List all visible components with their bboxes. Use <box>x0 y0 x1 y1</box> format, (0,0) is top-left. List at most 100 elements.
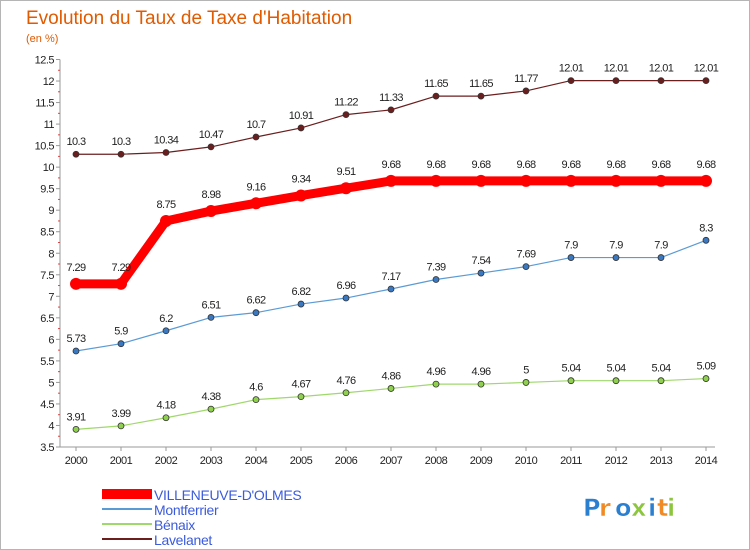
data-label: 12.01 <box>559 63 584 75</box>
data-label: 6.51 <box>201 299 220 311</box>
data-point <box>477 380 485 388</box>
data-point <box>702 236 710 244</box>
y-tick-label: 8.5 <box>40 227 54 239</box>
data-label: 3.99 <box>111 408 130 420</box>
data-point <box>72 150 80 158</box>
data-label: 4.67 <box>291 379 310 391</box>
data-point <box>250 197 262 210</box>
y-tick-label: 12.5 <box>35 55 55 67</box>
data-label: 6.62 <box>246 295 265 307</box>
data-label: 7.69 <box>516 249 535 261</box>
x-tick-label: 2001 <box>110 455 133 467</box>
y-tick-label: 11 <box>44 119 55 131</box>
x-tick-label: 2008 <box>425 455 448 467</box>
data-label: 7.39 <box>426 262 445 274</box>
x-tick-label: 2011 <box>560 455 582 467</box>
y-tick-label: 3.5 <box>40 442 54 454</box>
data-point <box>207 143 215 151</box>
data-label: 11.33 <box>379 92 403 104</box>
x-tick-label: 2012 <box>605 455 628 467</box>
data-point <box>567 77 575 84</box>
data-label: 9.68 <box>651 159 670 171</box>
logo-letter: P <box>583 494 601 522</box>
data-label: 4.38 <box>201 391 220 403</box>
data-label: 10.7 <box>246 119 265 131</box>
data-label: 9.68 <box>606 159 625 171</box>
data-point <box>610 174 622 187</box>
data-label: 7.9 <box>564 240 578 252</box>
data-point <box>387 285 395 293</box>
data-labels: 10.3 10.3 10.34 10.47 10.7 10.91 11.22 11.33 11.… <box>66 63 719 424</box>
y-tick-label: 6.5 <box>40 313 54 325</box>
y-tick-label: 9 <box>48 205 54 217</box>
data-point <box>342 294 350 302</box>
x-tick-label: 2007 <box>380 455 403 467</box>
data-label: 9.68 <box>381 159 400 171</box>
logo-letter: t <box>657 494 668 522</box>
series-layer <box>70 77 712 433</box>
logo-letter: r <box>599 494 611 522</box>
data-point <box>477 92 485 100</box>
x-tick-label: 2002 <box>155 455 178 467</box>
data-label: 11.22 <box>334 97 358 109</box>
y-tick-label: 7.5 <box>40 270 54 282</box>
logo-letter: i <box>648 494 656 522</box>
data-point <box>702 375 710 382</box>
data-point <box>432 276 440 283</box>
data-point <box>72 425 80 433</box>
data-label: 4.86 <box>381 370 400 382</box>
axes: 3.5 4 4.5 5 5.5 6 6.5 7 7.5 8 8.5 9 9.5 10 10.5 11 11.5 1… <box>35 55 719 468</box>
data-label: 9.68 <box>516 159 535 171</box>
data-label: 10.3 <box>111 136 130 148</box>
data-label: 10.34 <box>154 135 179 147</box>
data-label: 8.75 <box>156 199 175 211</box>
data-label: 3.91 <box>66 411 85 423</box>
x-tick-label: 2010 <box>515 455 538 467</box>
y-tick-label: 9.5 <box>40 184 54 196</box>
y-tick-label: 10 <box>43 162 55 174</box>
data-label: 10.3 <box>66 136 85 148</box>
proxiti-logo: Pr o x i ti <box>583 494 676 523</box>
data-point <box>340 182 352 195</box>
y-tick-label: 4.5 <box>40 399 54 411</box>
data-point <box>252 133 260 141</box>
data-point <box>432 380 440 388</box>
data-point <box>295 189 307 202</box>
y-tick-label: 10.5 <box>35 141 55 153</box>
data-point <box>342 389 350 397</box>
data-point <box>117 422 125 430</box>
y-tick-label: 7 <box>48 291 54 303</box>
data-point <box>387 385 395 392</box>
data-label: 9.34 <box>291 174 310 186</box>
data-point <box>207 314 215 321</box>
data-label: 9.51 <box>336 166 355 178</box>
y-tick-label: 11.5 <box>35 98 54 110</box>
data-point <box>612 77 620 84</box>
data-point <box>342 111 350 119</box>
data-label: 7.17 <box>381 271 400 283</box>
data-point <box>252 396 260 404</box>
data-label: 12.01 <box>649 63 674 75</box>
data-point <box>657 377 665 385</box>
data-point <box>297 300 305 308</box>
data-label: 11.65 <box>469 78 493 90</box>
data-label: 5.04 <box>651 363 670 375</box>
data-label: 9.68 <box>561 159 580 171</box>
legend-label: Lavelanet <box>154 532 212 548</box>
legend-label: Montferrier <box>154 502 219 518</box>
data-label: 5 <box>523 364 529 376</box>
data-label: 7.29 <box>111 262 130 274</box>
x-tick-label: 2006 <box>335 455 358 467</box>
data-label: 7.29 <box>66 262 85 274</box>
data-point <box>385 174 397 187</box>
data-label: 4.96 <box>471 366 490 378</box>
x-tick-label: 2003 <box>200 455 223 467</box>
x-tick-label: 2000 <box>65 455 88 467</box>
data-point <box>522 87 530 95</box>
data-label: 9.16 <box>246 181 265 193</box>
data-label: 7.9 <box>609 240 623 252</box>
data-point <box>72 347 80 355</box>
